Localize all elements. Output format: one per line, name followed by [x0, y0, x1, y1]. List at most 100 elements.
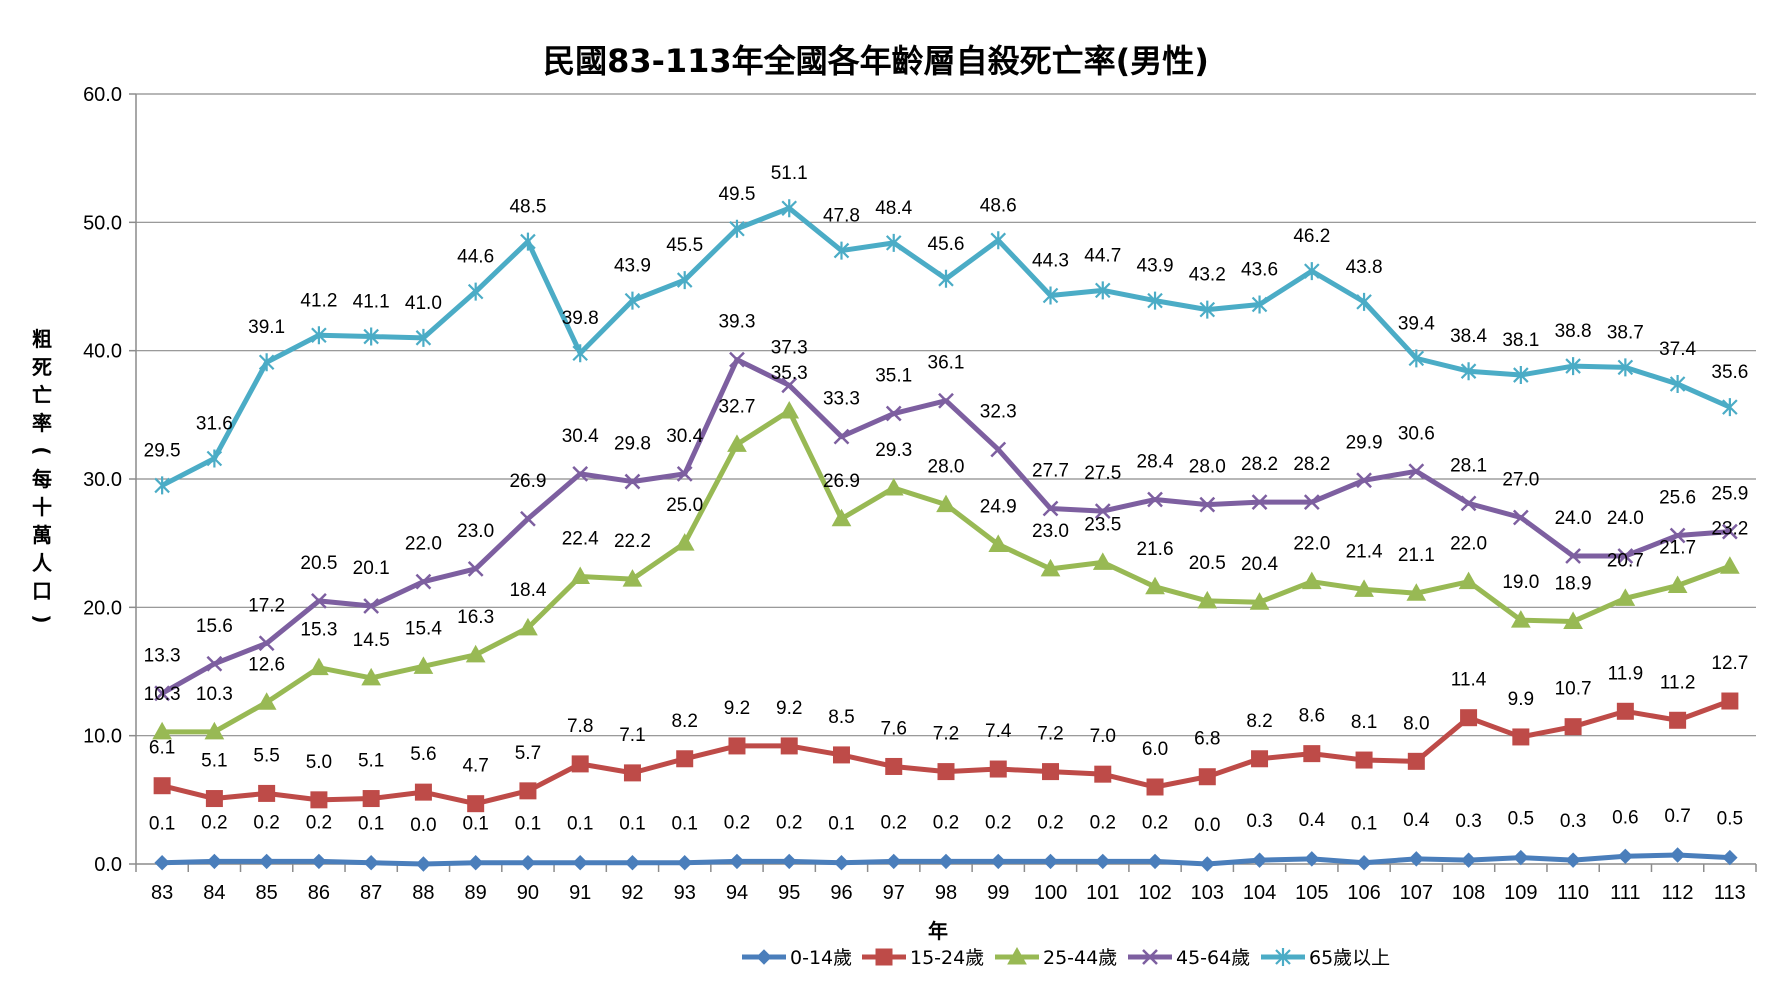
series-65歲以上-data-label: 41.0 — [405, 293, 442, 314]
series-45-64歲-marker — [206, 655, 223, 672]
series-0-14歲-data-label: 0.1 — [619, 814, 645, 835]
series-65歲以上-data-label: 44.6 — [457, 247, 494, 268]
series-15-24歲-marker — [780, 737, 798, 755]
series-15-24歲-marker — [885, 757, 903, 775]
series-15-24歲-data-label: 7.1 — [619, 725, 645, 746]
series-15-24歲-data-label: 9.2 — [724, 698, 750, 719]
series-0-14歲-data-label: 0.2 — [1090, 812, 1116, 833]
series-25-44歲-marker — [1354, 579, 1374, 597]
series-0-14歲-marker — [206, 853, 223, 870]
series-65歲以上-data-label: 35.6 — [1711, 362, 1748, 383]
legend-label: 25-44歲 — [1043, 947, 1117, 969]
series-0-14歲-data-label: 0.4 — [1299, 810, 1326, 831]
series-65歲以上-marker — [1356, 292, 1372, 311]
series-25-44歲-data-label: 21.1 — [1398, 545, 1435, 566]
series-0-14歲-marker — [1669, 847, 1686, 863]
series-25-44歲-marker — [1301, 571, 1322, 590]
series-45-64歲-marker — [1617, 548, 1634, 564]
series-15-24歲-marker — [676, 750, 694, 768]
series-45-64歲-data-label: 26.9 — [509, 471, 546, 492]
series-45-64歲-data-label: 20.1 — [353, 558, 390, 579]
series-65歲以上-marker — [258, 353, 275, 372]
series-0-14歲-data-label: 0.5 — [1508, 809, 1534, 830]
series-15-24歲-marker — [1303, 745, 1321, 763]
y-axis-label-char: 率 — [32, 411, 52, 435]
series-65歲以上-marker — [624, 291, 641, 310]
x-tick-label: 94 — [726, 882, 748, 904]
legend-item-25-44歲[interactable]: 25-44歲 — [995, 946, 1117, 969]
series-25-44歲-data-label: 16.3 — [457, 607, 494, 628]
series-0-14歲-data-label: 0.3 — [1246, 811, 1272, 832]
series-25-44歲-marker — [727, 434, 747, 452]
legend-label: 45-64歲 — [1176, 947, 1250, 969]
series-65歲以上-marker — [154, 476, 170, 495]
series-25-44歲-data-label: 18.4 — [509, 580, 546, 601]
x-tick-label: 108 — [1452, 882, 1485, 904]
series-15-24歲-data-label: 5.7 — [515, 743, 541, 764]
legend-item-0-14歲[interactable]: 0-14歲 — [742, 947, 852, 969]
series-0-14歲-marker — [154, 855, 170, 871]
series-15-24歲-marker — [1094, 765, 1112, 783]
series-lines — [152, 199, 1740, 872]
series-45-64歲-data-label: 29.8 — [614, 434, 651, 455]
y-tick-label: 30.0 — [83, 469, 122, 491]
series-15-24歲-marker — [571, 755, 589, 773]
legend[interactable]: 0-14歲 15-24歲 25-44歲 45-64歲 65歲以上 — [742, 946, 1390, 969]
series-15-24歲-data-label: 8.2 — [1246, 711, 1272, 732]
series-45-64歲-marker — [1042, 500, 1059, 517]
series-45-64歲-marker — [1460, 495, 1477, 512]
series-0-14歲-data-label: 0.1 — [567, 814, 593, 835]
series-0-14歲-marker — [311, 853, 327, 870]
x-tick-label: 88 — [412, 882, 434, 904]
series-25-44歲-data-label: 22.0 — [1293, 534, 1330, 555]
legend-item-65歲以上[interactable]: 65歲以上 — [1261, 947, 1390, 969]
series-45-64歲-data-label: 27.7 — [1032, 461, 1069, 482]
series-0-14歲-marker — [990, 853, 1006, 870]
series-0-14歲-marker — [1304, 851, 1320, 867]
x-tick-label: 90 — [517, 882, 539, 904]
series-0-14歲-data-label: 0.2 — [881, 812, 907, 833]
series-25-44歲-data-label: 21.6 — [1137, 539, 1174, 560]
series-25-44歲-data-label: 23.5 — [1084, 514, 1121, 535]
series-25-44歲-data-label: 20.5 — [1189, 553, 1226, 574]
x-tick-label: 113 — [1714, 882, 1746, 904]
series-25-44歲-marker — [152, 721, 172, 740]
series-0-14歲-marker — [1251, 852, 1268, 868]
series-45-64歲-marker — [154, 685, 171, 702]
series-15-24歲-data-label: 6.0 — [1142, 739, 1168, 760]
series-65歲以上-marker — [938, 269, 954, 288]
series-15-24歲-data-label: 9.2 — [776, 698, 802, 719]
series-45-64歲-marker — [520, 510, 536, 527]
legend-item-15-24歲[interactable]: 15-24歲 — [862, 947, 984, 969]
series-45-64歲-data-label: 39.3 — [718, 312, 755, 333]
series-0-14歲-data-label: 0.6 — [1612, 807, 1638, 828]
series-15-24歲-line — [161, 698, 1731, 807]
series-15-24歲-marker — [414, 783, 432, 801]
series-25-44歲-data-label: 20.4 — [1241, 554, 1278, 575]
x-axis-ticks: 83 84 85 86 87 88 89 90 91 92 93 94 95 96 97 98 99 100 101… — [151, 882, 1746, 904]
x-tick-label: 107 — [1400, 882, 1433, 904]
series-0-14歲-marker — [1617, 848, 1634, 865]
series-45-64歲-marker — [1408, 463, 1425, 480]
series-45-64歲-data-label: 36.1 — [928, 353, 965, 374]
series-45-64歲-data-label: 22.0 — [405, 534, 442, 555]
series-15-24歲-marker — [1564, 718, 1582, 736]
series-0-14歲-marker — [729, 853, 745, 870]
series-25-44歲-marker — [518, 617, 538, 636]
series-65歲以上-marker — [1147, 291, 1163, 310]
series-25-44歲-marker — [1720, 556, 1740, 574]
legend-swatch-marker — [756, 949, 772, 965]
series-15-24歲-data-label: 8.1 — [1351, 712, 1377, 733]
series-25-44歲-marker — [1092, 552, 1113, 570]
series-25-44歲-marker — [256, 692, 277, 710]
series-15-24歲-data-label: 8.6 — [1299, 706, 1325, 727]
series-45-64歲-data-label: 13.3 — [144, 645, 181, 666]
series-25-44歲-data-label: 22.2 — [614, 531, 651, 552]
series-25-44歲-marker — [1458, 571, 1479, 590]
series-15-24歲-marker — [467, 795, 485, 813]
series-65歲以上-data-label: 37.4 — [1659, 339, 1696, 360]
y-axis-label-char: 萬 — [32, 523, 52, 547]
series-0-14歲-data-label: 0.1 — [671, 814, 697, 835]
series-25-44歲-marker — [465, 644, 486, 663]
legend-item-45-64歲[interactable]: 45-64歲 — [1128, 947, 1250, 969]
